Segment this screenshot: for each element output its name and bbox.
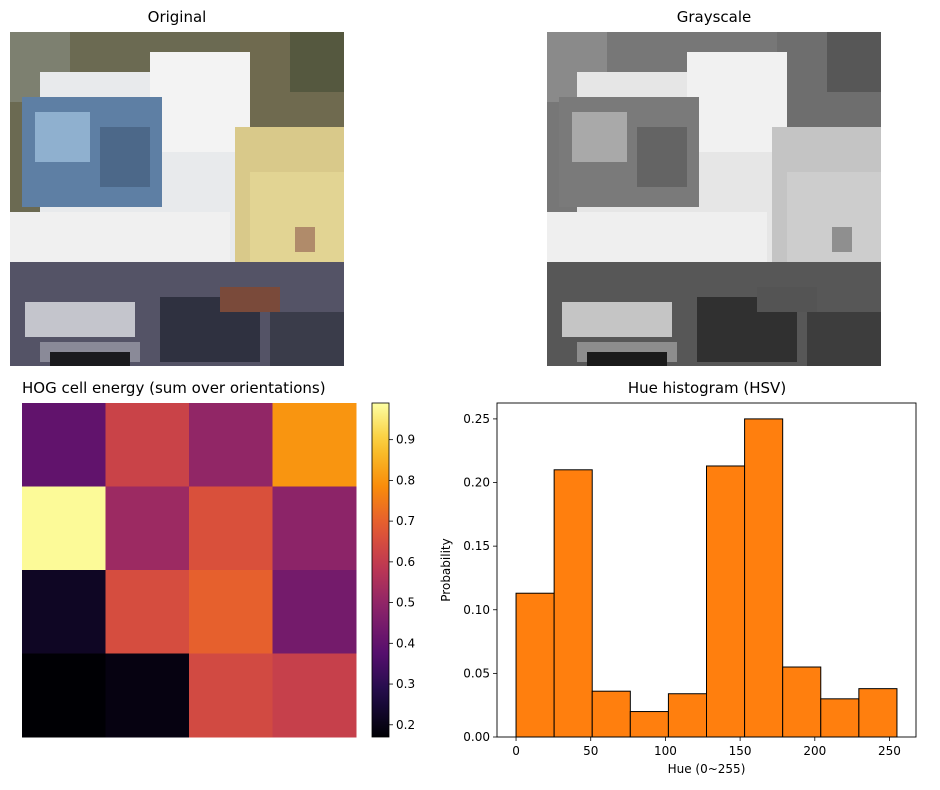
hist-bar-9 [858,688,898,738]
x-tick-label: 150 [729,744,752,758]
grayscale-title: Grayscale [676,8,752,26]
hog-heatmap: 0.2 0.3 0.4 0.5 0.6 0.7 0.8 0.9 [22,402,415,738]
hist-bar-3 [629,711,669,738]
heatmap-cell-r1-c2 [189,486,273,571]
histogram-axes-frame [496,402,917,738]
heatmap-cell-r3-c3 [272,653,357,738]
colorbar-tick-label: 0.8 [396,473,415,487]
colorbar-tick-label: 0.6 [396,555,415,569]
y-tick-label: 0.25 [463,412,490,426]
heatmap-cell-r0-c2 [189,403,273,487]
heatmap-cell-r0-c0 [22,403,106,487]
hist-bar-4 [667,693,707,738]
x-axis-label: Hue (0~255) [668,762,746,776]
heatmap-cell-r2-c0 [22,570,106,654]
hist-bar-0 [515,592,555,738]
y-axis-label: Probability [439,538,453,601]
x-tick-label: 200 [803,744,826,758]
heatmap-cell-r0-c3 [272,403,357,487]
y-tick-label: 0.10 [463,603,490,617]
heatmap-cell-r3-c0 [22,653,106,738]
hist-bar-1 [553,469,593,738]
colorbar-tick-label: 0.9 [396,433,415,447]
colorbar-tick-label: 0.4 [396,636,415,650]
x-tick-label: 250 [878,744,901,758]
colorbar-tick-label: 0.7 [396,514,415,528]
x-tick-label: 50 [583,744,598,758]
hist-bar-8 [820,698,860,738]
colorbar-tick-label: 0.5 [396,596,415,610]
grayscale-image [547,32,881,366]
colorbar [371,402,390,738]
hist-bar-7 [782,666,822,738]
heatmap-cell-r1-c0 [22,486,106,571]
original-title: Original [147,8,207,26]
original-image [10,32,344,366]
heatmap-cell-r3-c1 [105,653,190,738]
histogram-title: Hue histogram (HSV) [627,379,787,397]
heatmap-cell-r1-c3 [272,486,357,571]
y-tick-label: 0.15 [463,539,490,553]
y-tick-label: 0.20 [463,476,490,490]
heatmap-cell-r0-c1 [105,403,190,487]
x-tick-label: 100 [654,744,677,758]
heatmap-cell-r2-c1 [105,570,190,654]
colorbar-tick-label: 0.2 [396,718,415,732]
hist-bar-5 [706,465,746,738]
heatmap-cell-r2-c2 [189,570,273,654]
hist-bar-6 [744,418,784,738]
y-tick-label: 0.00 [463,730,490,744]
heatmap-cell-r2-c3 [272,570,357,654]
hue-histogram: 0 50 100 150 200 250 0.00 0.05 0.10 0.15 0.20 0.25 H… [439,402,917,776]
heatmap-cell-r1-c1 [105,486,190,571]
colorbar-tick-label: 0.3 [396,677,415,691]
x-tick-label: 0 [512,744,520,758]
y-tick-label: 0.05 [463,666,490,680]
hist-bar-2 [591,690,631,738]
heatmap-cell-r3-c2 [189,653,273,738]
heatmap-title: HOG cell energy (sum over orientations) [22,379,326,397]
